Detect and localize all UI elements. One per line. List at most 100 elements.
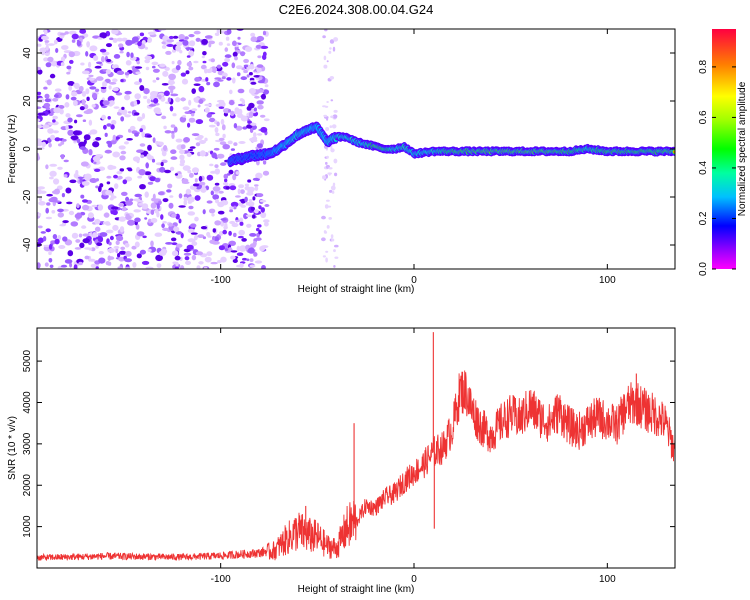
noise-cell <box>329 39 335 44</box>
noise-cell <box>103 124 107 130</box>
noise-cell <box>259 245 266 252</box>
noise-cell <box>236 111 241 115</box>
noise-cell <box>235 219 240 223</box>
noise-cell <box>179 116 187 123</box>
noise-cell <box>147 218 152 224</box>
noise-cell <box>254 95 260 99</box>
y-tick-label: 0 <box>22 146 33 152</box>
noise-cell <box>194 195 201 201</box>
noise-cell <box>139 85 145 91</box>
noise-cell <box>108 241 112 246</box>
noise-cell <box>257 55 262 59</box>
noise-cell <box>208 43 212 48</box>
noise-cell <box>76 138 81 144</box>
noise-cell <box>91 92 98 99</box>
noise-cell <box>172 35 179 39</box>
noise-cell <box>191 113 195 117</box>
noise-cell <box>124 141 129 145</box>
noise-cell <box>121 206 127 212</box>
noise-cell <box>224 54 232 59</box>
noise-cell <box>71 39 76 43</box>
noise-cell <box>146 98 151 104</box>
noise-cell <box>232 40 237 47</box>
noise-cell <box>105 190 113 196</box>
noise-cell <box>228 230 232 236</box>
noise-cell <box>45 228 51 233</box>
noise-cell <box>113 174 118 179</box>
noise-cell <box>206 200 213 204</box>
noise-cell <box>152 79 157 83</box>
noise-cell <box>37 237 45 244</box>
noise-cell <box>235 171 240 175</box>
noise-cell <box>212 236 216 241</box>
noise-cell <box>191 241 198 246</box>
noise-cell <box>330 99 334 102</box>
noise-cell <box>181 181 190 184</box>
noise-cell <box>180 265 185 269</box>
noise-cell <box>215 199 219 204</box>
noise-cell <box>184 256 190 261</box>
y-tick-label: -20 <box>22 189 33 204</box>
noise-cell <box>61 138 67 142</box>
noise-cell <box>54 88 62 92</box>
noise-cell <box>226 77 232 81</box>
noise-cell <box>147 144 152 151</box>
noise-cell <box>65 125 69 131</box>
noise-cell <box>216 29 220 34</box>
noise-cell <box>233 142 238 147</box>
noise-cell <box>333 109 338 113</box>
noise-cell <box>178 205 186 208</box>
noise-cell <box>71 232 79 239</box>
noise-cell <box>141 131 145 138</box>
chart-title: C2E6.2024.308.00.04.G24 <box>279 2 434 17</box>
noise-cell <box>323 114 328 118</box>
noise-cell <box>49 264 54 268</box>
noise-cell <box>190 232 198 235</box>
noise-cell <box>186 61 193 67</box>
noise-cell <box>76 114 83 118</box>
noise-cell <box>250 139 258 143</box>
noise-cell <box>168 202 174 209</box>
noise-cell <box>37 225 43 229</box>
noise-cell <box>132 156 141 162</box>
noise-cell <box>238 184 245 189</box>
noise-cell <box>121 37 128 42</box>
noise-cell <box>214 77 222 80</box>
noise-cell <box>169 105 174 112</box>
noise-cell <box>135 224 140 230</box>
noise-cell <box>81 181 90 186</box>
noise-cell <box>163 125 167 130</box>
noise-cell <box>49 163 58 167</box>
noise-cell <box>229 185 237 191</box>
noise-cell <box>41 124 50 129</box>
noise-cell <box>254 260 263 264</box>
x-tick-label: -100 <box>211 275 231 286</box>
noise-cell <box>60 154 65 160</box>
noise-cell <box>256 193 264 198</box>
noise-cell <box>161 159 168 164</box>
noise-cell <box>132 65 136 72</box>
noise-cell <box>228 109 231 113</box>
noise-cell <box>185 47 193 50</box>
y-tick-label: 5000 <box>22 350 33 373</box>
noise-cell <box>230 110 235 117</box>
noise-cell <box>184 36 189 40</box>
noise-cell <box>184 111 191 114</box>
noise-cell <box>93 55 99 61</box>
noise-cell <box>197 104 201 108</box>
noise-cell <box>82 119 87 122</box>
noise-cell <box>208 208 216 214</box>
noise-cell <box>70 135 79 141</box>
noise-cell <box>105 261 111 266</box>
noise-cell <box>134 66 143 69</box>
noise-cell <box>332 188 335 191</box>
noise-cell <box>144 55 153 60</box>
noise-cell <box>45 164 49 170</box>
noise-cell <box>330 185 336 191</box>
noise-cell <box>79 146 87 151</box>
noise-cell <box>214 127 219 133</box>
noise-cell <box>217 210 225 215</box>
noise-cell <box>40 231 46 234</box>
noise-cell <box>37 118 41 122</box>
y-tick-label: 1000 <box>22 515 33 538</box>
